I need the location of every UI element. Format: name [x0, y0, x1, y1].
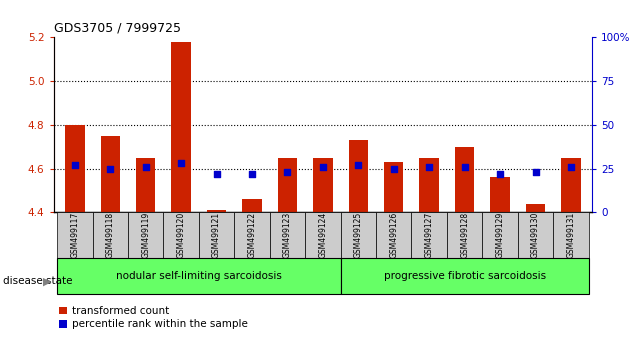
Text: GSM499129: GSM499129 [496, 211, 505, 258]
Bar [553, 212, 588, 258]
Bar [57, 212, 93, 258]
Bar [270, 212, 305, 258]
Text: GSM499122: GSM499122 [248, 211, 256, 258]
Bar [171, 41, 191, 212]
Text: GSM499118: GSM499118 [106, 211, 115, 258]
Point [247, 171, 257, 177]
Bar [136, 158, 156, 212]
Point [176, 160, 186, 166]
Bar [376, 212, 411, 258]
Text: GSM499131: GSM499131 [566, 211, 575, 258]
Bar [447, 212, 483, 258]
Bar [518, 212, 553, 258]
Bar [490, 177, 510, 212]
Bar [128, 212, 163, 258]
Text: GSM499121: GSM499121 [212, 211, 221, 258]
Point [318, 164, 328, 170]
Text: GSM499120: GSM499120 [176, 211, 186, 258]
Bar [411, 212, 447, 258]
Bar [65, 125, 84, 212]
Bar [93, 212, 128, 258]
Text: GSM499125: GSM499125 [354, 211, 363, 258]
Point [495, 171, 505, 177]
Bar [207, 210, 226, 212]
Bar [348, 140, 368, 212]
Legend: transformed count, percentile rank within the sample: transformed count, percentile rank withi… [59, 306, 248, 329]
Bar [57, 258, 341, 294]
Point [212, 171, 222, 177]
Bar [483, 212, 518, 258]
Bar [526, 204, 545, 212]
Point [282, 169, 292, 175]
Text: GSM499127: GSM499127 [425, 211, 433, 258]
Bar [313, 158, 333, 212]
Point [530, 169, 541, 175]
Text: GSM499117: GSM499117 [71, 211, 79, 258]
Bar [561, 158, 581, 212]
Bar [420, 158, 439, 212]
Text: GSM499123: GSM499123 [283, 211, 292, 258]
Text: GSM499130: GSM499130 [531, 211, 540, 258]
Bar [341, 212, 376, 258]
Text: GSM499126: GSM499126 [389, 211, 398, 258]
Point [70, 162, 80, 168]
Bar [455, 147, 474, 212]
Text: ▶: ▶ [43, 276, 52, 286]
Bar [384, 162, 403, 212]
Text: GSM499124: GSM499124 [318, 211, 328, 258]
Point [353, 162, 364, 168]
Point [566, 164, 576, 170]
Point [105, 166, 115, 171]
Text: progressive fibrotic sarcoidosis: progressive fibrotic sarcoidosis [384, 271, 546, 281]
Bar [243, 199, 261, 212]
Bar [101, 136, 120, 212]
Bar [163, 212, 199, 258]
Point [140, 164, 151, 170]
Bar [278, 158, 297, 212]
Bar [305, 212, 341, 258]
Point [389, 166, 399, 171]
Text: GSM499128: GSM499128 [460, 211, 469, 258]
Bar [234, 212, 270, 258]
Point [424, 164, 434, 170]
Text: GDS3705 / 7999725: GDS3705 / 7999725 [54, 22, 181, 35]
Text: GSM499119: GSM499119 [141, 211, 150, 258]
Text: disease state: disease state [3, 276, 72, 286]
Text: nodular self-limiting sarcoidosis: nodular self-limiting sarcoidosis [116, 271, 282, 281]
Point [460, 164, 470, 170]
Bar [341, 258, 588, 294]
Bar [199, 212, 234, 258]
